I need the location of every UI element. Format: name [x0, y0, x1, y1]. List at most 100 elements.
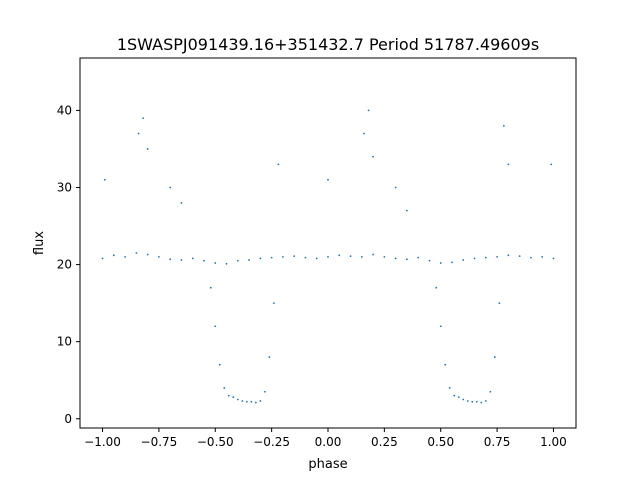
data-point: [349, 255, 352, 257]
data-point: [484, 256, 487, 259]
data-point: [439, 325, 442, 328]
data-point: [541, 255, 544, 258]
data-point: [489, 390, 492, 393]
data-point: [518, 255, 521, 257]
data-point: [101, 257, 104, 260]
data-point: [338, 254, 341, 257]
data-point: [448, 387, 451, 389]
data-point: [493, 356, 496, 358]
data-point: [259, 400, 262, 402]
data-point: [146, 148, 149, 150]
data-point: [466, 400, 469, 402]
data-point: [480, 401, 483, 404]
x-tick-label: −0.50: [197, 435, 234, 449]
data-point: [142, 117, 145, 120]
data-point: [471, 400, 474, 403]
x-tick-label: −0.75: [141, 435, 178, 449]
data-point: [406, 258, 408, 261]
data-point: [383, 255, 386, 258]
data-point: [315, 257, 318, 260]
x-tick-label: 0.75: [484, 435, 511, 449]
data-point: [245, 400, 248, 403]
data-point: [254, 401, 257, 404]
data-point: [498, 302, 501, 305]
x-tick-label: −0.25: [253, 435, 290, 449]
data-point: [250, 400, 253, 403]
data-point: [191, 257, 194, 260]
chart-title: 1SWASPJ091439.16+351432.7 Period 51787.4…: [117, 35, 539, 54]
data-point: [453, 394, 456, 397]
data-point: [552, 257, 555, 260]
data-point: [209, 286, 212, 289]
data-point: [394, 257, 397, 260]
data-point: [232, 396, 235, 399]
data-point: [124, 255, 126, 258]
data-point: [417, 256, 420, 259]
x-tick-label: −1.00: [84, 435, 121, 449]
data-point: [268, 356, 271, 358]
data-point: [214, 325, 217, 328]
data-point: [435, 286, 438, 289]
data-point: [135, 252, 138, 254]
data-point: [475, 400, 478, 403]
y-tick-label: 0: [64, 412, 72, 426]
y-axis: 0 10 20 30 40: [57, 103, 80, 426]
data-point: [282, 255, 284, 258]
data-point: [225, 262, 228, 265]
data-point: [496, 255, 498, 258]
data-point: [263, 390, 266, 393]
data-point: [259, 257, 262, 260]
data-point: [158, 255, 160, 258]
data-point: [146, 253, 149, 256]
data-point: [103, 178, 106, 181]
scatter-points: [101, 109, 555, 404]
data-point: [180, 202, 183, 204]
data-point: [507, 254, 510, 257]
x-tick-label: 0.50: [427, 435, 454, 449]
data-point: [218, 363, 221, 366]
data-point: [507, 163, 510, 166]
data-point: [484, 400, 487, 402]
data-point: [169, 258, 172, 261]
data-point: [236, 259, 239, 262]
data-point: [272, 302, 275, 305]
data-point: [248, 259, 250, 261]
data-point: [502, 124, 505, 127]
data-point: [227, 394, 230, 397]
y-tick-label: 20: [57, 258, 72, 272]
data-point: [360, 255, 363, 258]
data-point: [394, 186, 397, 189]
data-point: [236, 398, 239, 401]
data-point: [367, 109, 370, 112]
y-tick-label: 10: [57, 335, 72, 349]
data-point: [530, 256, 532, 259]
data-point: [180, 259, 183, 261]
data-point: [372, 253, 374, 256]
y-axis-label: flux: [32, 231, 47, 255]
data-point: [137, 132, 140, 135]
data-point: [473, 257, 476, 260]
data-point: [428, 259, 431, 262]
x-tick-label: 0.25: [371, 435, 398, 449]
data-point: [457, 396, 460, 399]
x-tick-label: 1.00: [540, 435, 567, 449]
data-point: [169, 186, 172, 189]
data-point: [363, 132, 365, 135]
data-point: [550, 163, 553, 166]
x-axis-label: phase: [308, 457, 347, 472]
data-point: [462, 398, 465, 401]
data-point: [277, 163, 280, 166]
data-point: [444, 363, 447, 366]
y-tick-label: 30: [57, 181, 72, 195]
data-point: [327, 255, 329, 258]
data-point: [462, 259, 465, 261]
data-point: [451, 261, 453, 264]
x-tick-label: 0.00: [315, 435, 342, 449]
data-point: [223, 387, 226, 389]
data-point: [327, 178, 329, 181]
x-axis: −1.00 −0.75 −0.50 −0.25 0.00 0.25 0.50 0.75 1.00: [84, 428, 567, 449]
data-point: [439, 262, 442, 264]
data-point: [372, 155, 374, 158]
